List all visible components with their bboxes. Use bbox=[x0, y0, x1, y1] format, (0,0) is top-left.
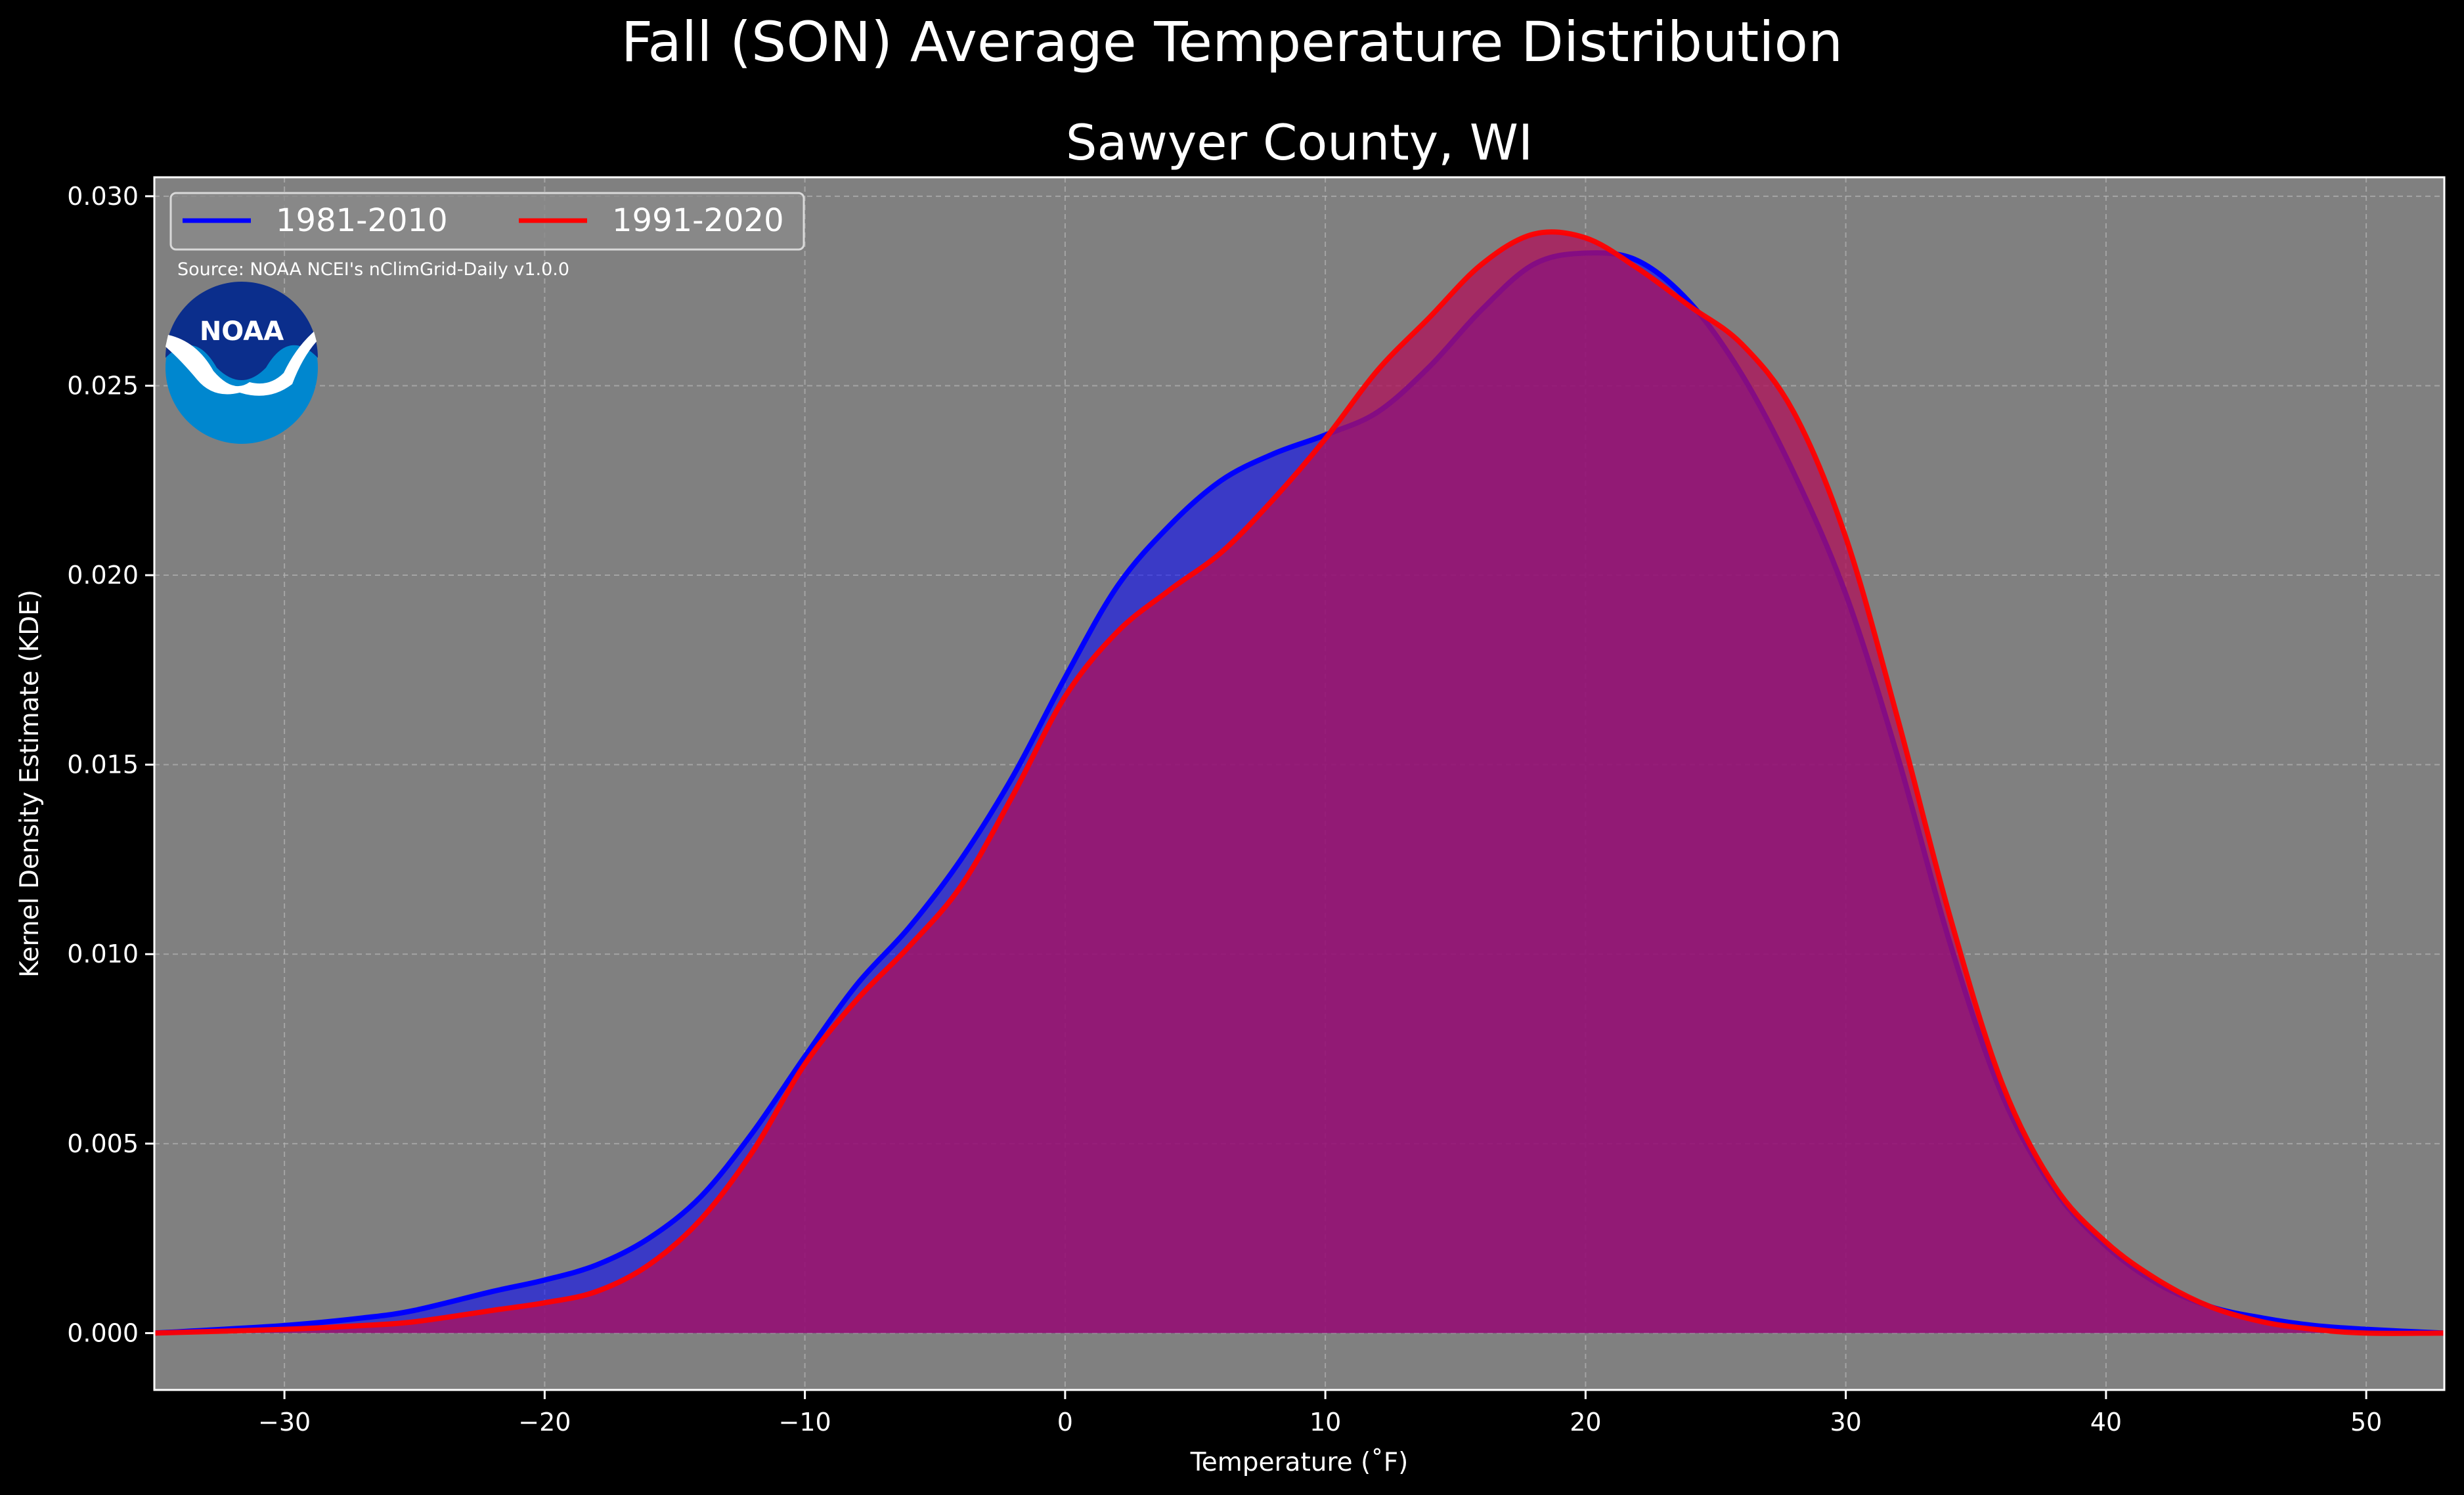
line-1991-2020 bbox=[154, 229, 2444, 1336]
area-1991-2020 bbox=[154, 232, 2444, 1333]
x-tick-label: −10 bbox=[779, 1408, 831, 1437]
legend-label-1981-2010: 1981-2010 bbox=[276, 202, 448, 239]
y-axis-title: Kernel Density Estimate (KDE) bbox=[15, 590, 45, 978]
source-annotation: Source: NOAA NCEI's nClimGrid-Daily v1.0… bbox=[177, 259, 569, 280]
x-tick-label: 30 bbox=[1830, 1408, 1861, 1437]
logo-text: NOAA bbox=[200, 316, 284, 347]
y-tick-label: 0.010 bbox=[67, 940, 139, 968]
legend-box bbox=[169, 192, 805, 251]
x-tick-label: 20 bbox=[1570, 1408, 1601, 1437]
x-tick-label: 10 bbox=[1309, 1408, 1341, 1437]
legend-label-1991-2020: 1991-2020 bbox=[612, 202, 784, 239]
y-tick-label: 0.000 bbox=[67, 1318, 139, 1347]
y-tick-label: 0.025 bbox=[67, 371, 139, 400]
series-layer bbox=[154, 229, 2444, 1336]
y-tick-label: 0.020 bbox=[67, 561, 139, 590]
y-tick-label: 0.015 bbox=[67, 750, 139, 779]
logo-circle-dark bbox=[165, 282, 318, 380]
x-tick-label: 40 bbox=[2090, 1408, 2122, 1437]
plot-title: Sawyer County, WI bbox=[1066, 114, 1533, 171]
y-tick-label: 0.030 bbox=[67, 182, 139, 211]
axes: −30 −20 −10 0 10 20 30 40 50 0.000 0.005 0.010 0.015… bbox=[67, 182, 2382, 1437]
x-tick-label: 50 bbox=[2350, 1408, 2382, 1437]
x-tick-label: −20 bbox=[518, 1408, 571, 1437]
x-axis-title: Temperature (˚F) bbox=[1190, 1448, 1409, 1477]
y-tick-label: 0.005 bbox=[67, 1129, 139, 1158]
figure-title: Fall (SON) Average Temperature Distribut… bbox=[621, 10, 1843, 74]
noaa-logo: NOAA bbox=[165, 282, 318, 444]
x-tick-label: 0 bbox=[1057, 1408, 1073, 1437]
x-tick-label: −30 bbox=[258, 1408, 311, 1437]
legend: 1981-2010 1991-2020 bbox=[169, 192, 805, 251]
plot-frame bbox=[153, 176, 2446, 1391]
logo-gull bbox=[165, 332, 317, 396]
